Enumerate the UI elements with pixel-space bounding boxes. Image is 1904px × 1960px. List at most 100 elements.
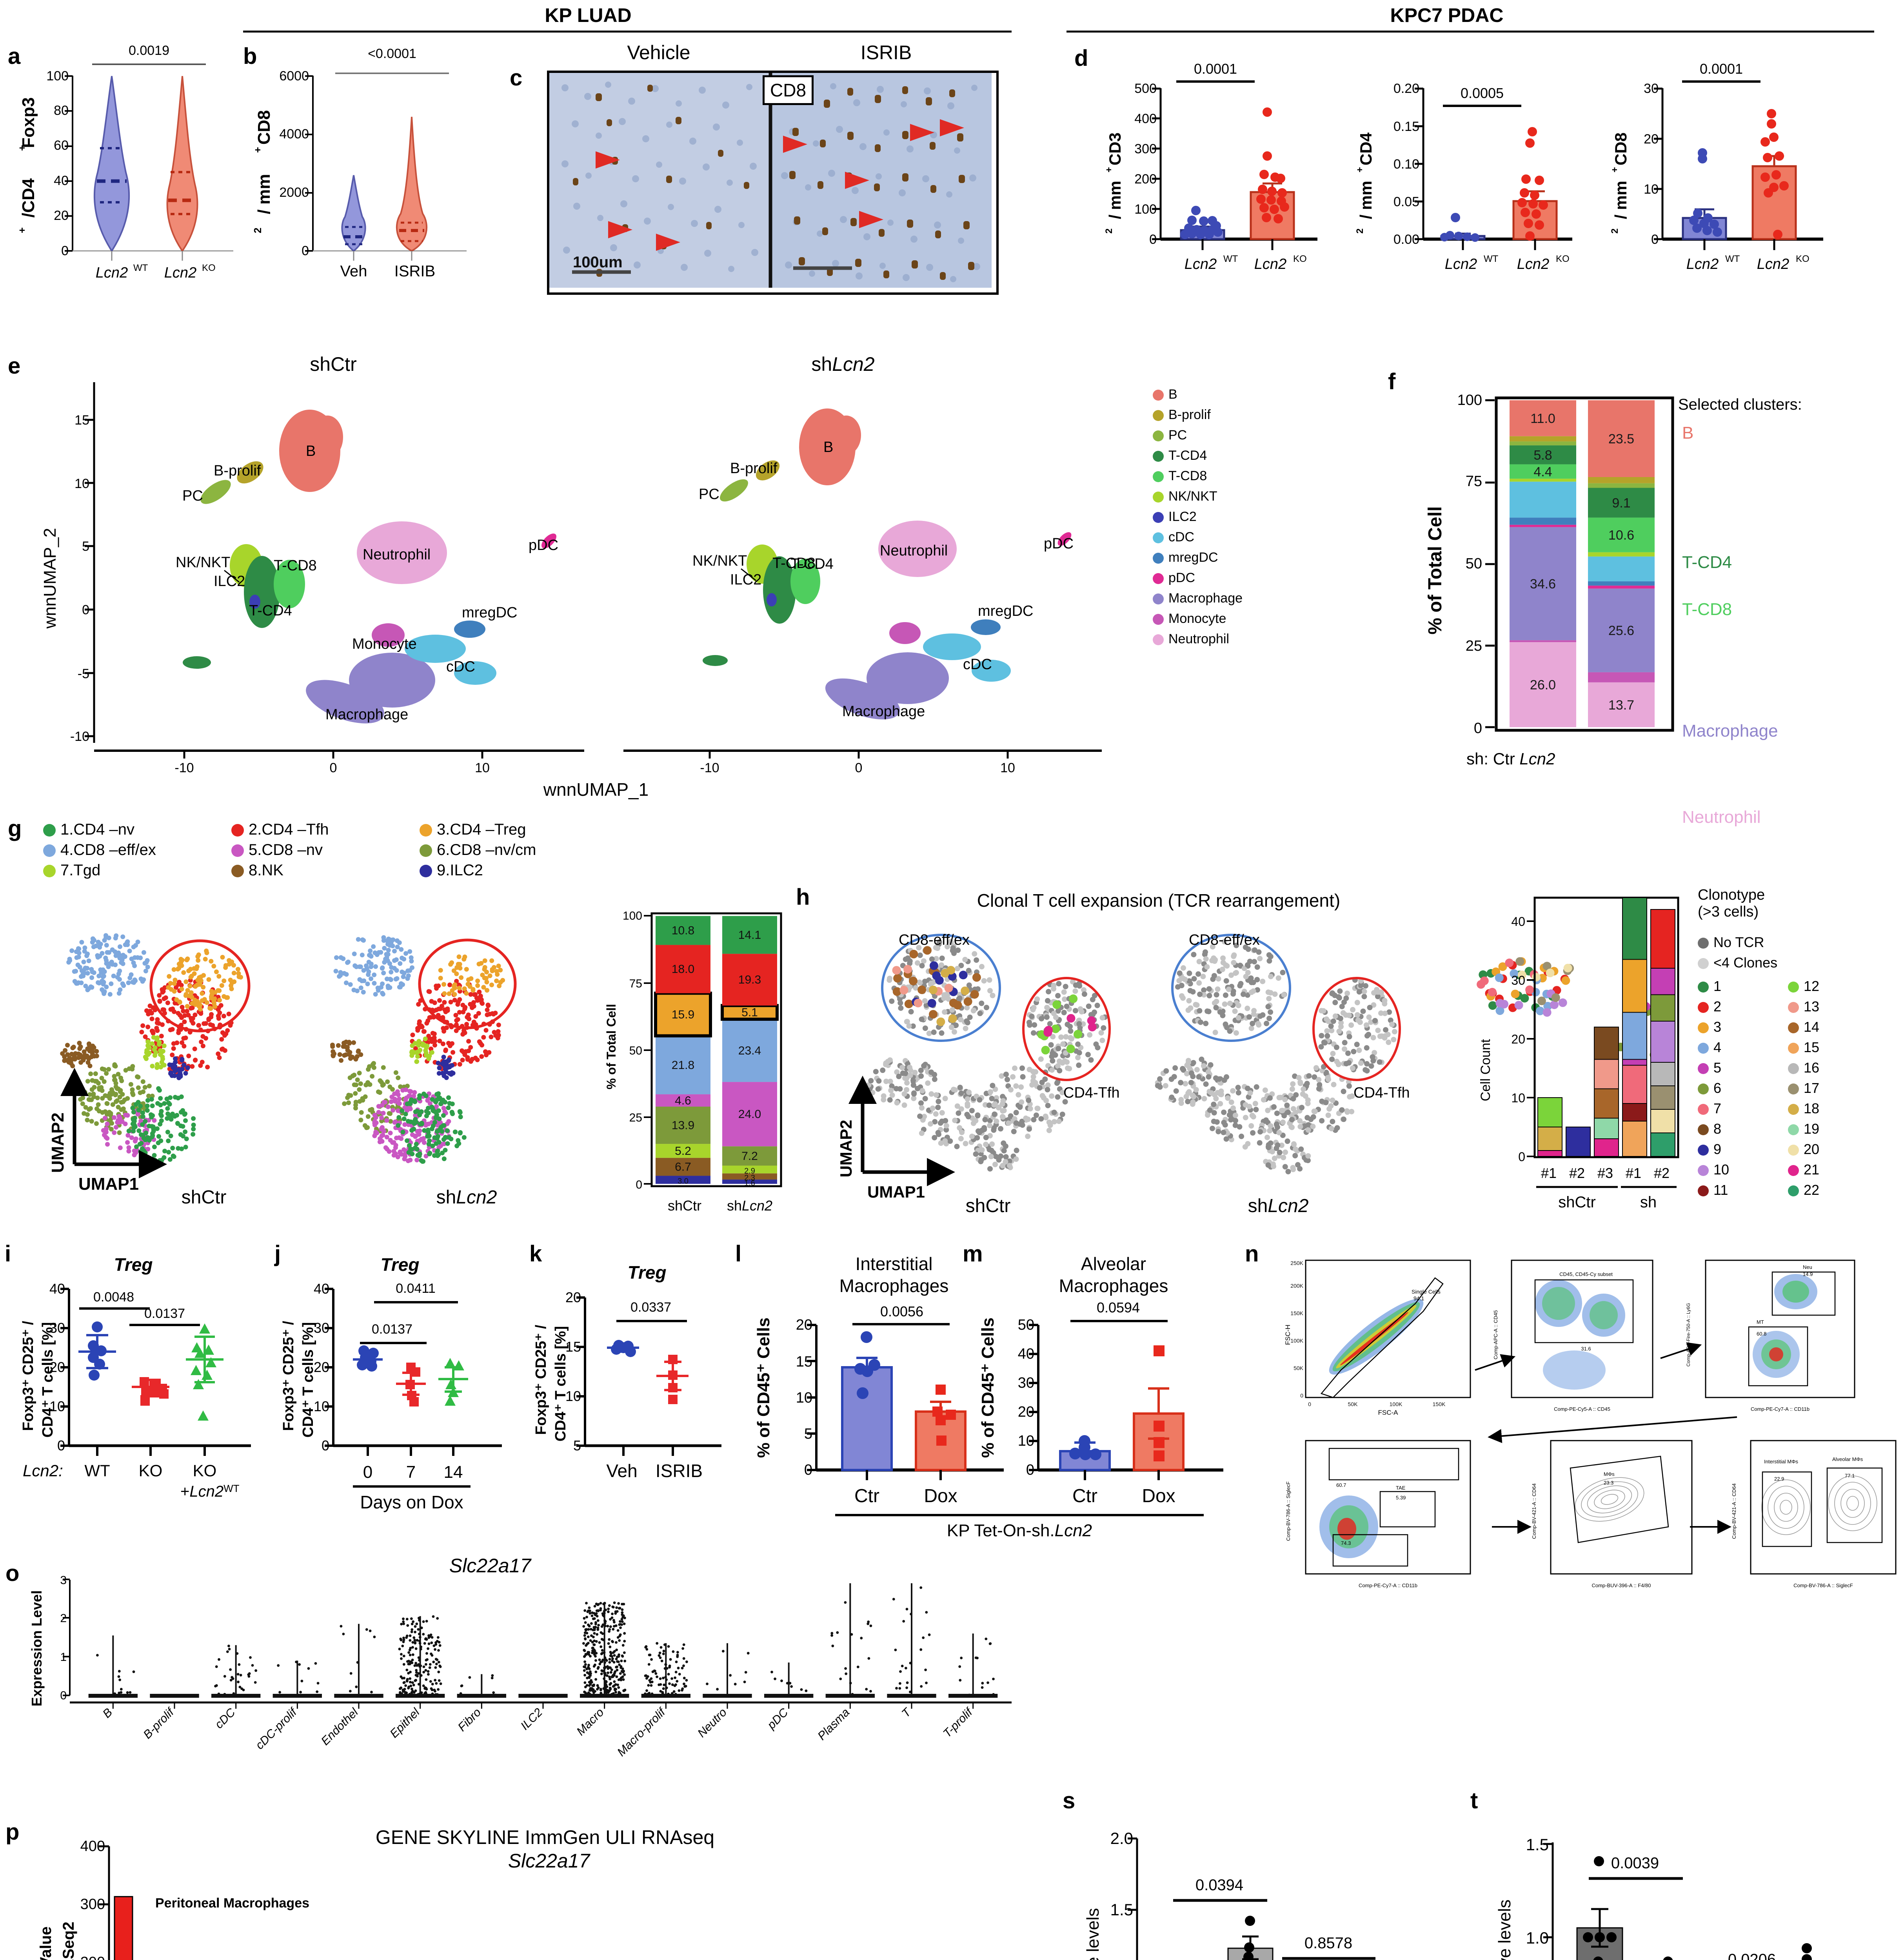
violin-point: [409, 1639, 412, 1642]
scatter-point: [437, 1065, 442, 1071]
legend-label: T-CD8: [1168, 468, 1207, 483]
scatter-point: [442, 1063, 447, 1069]
scatter-point: [1087, 1032, 1093, 1038]
scatter-point: [383, 956, 388, 962]
violin-point: [674, 1693, 677, 1696]
scatter-point: [1272, 1156, 1277, 1161]
stack-value: 7.2: [741, 1150, 758, 1163]
scatter-point: [1213, 1096, 1219, 1102]
scatter-point: [984, 1005, 989, 1011]
scatter-point: [114, 1125, 118, 1130]
violin-point: [623, 1651, 626, 1654]
scatter-point: [146, 1039, 151, 1044]
scatter-point: [1062, 1058, 1068, 1064]
violin-point: [654, 1672, 658, 1675]
scatter-point: [1332, 1000, 1338, 1005]
scatter-point: [946, 996, 952, 1002]
violin-point: [418, 1617, 420, 1620]
scatter-point: [1235, 1090, 1241, 1096]
stack-segment: [654, 991, 712, 1038]
scatter-point: [881, 1093, 887, 1099]
violin-point: [988, 1642, 992, 1645]
violin-point: [901, 1664, 904, 1668]
scatter-point: [911, 1090, 917, 1096]
violin-point: [427, 1647, 429, 1650]
stack-value: 4.6: [675, 1094, 691, 1107]
violin-point: [403, 1681, 406, 1684]
violin-point: [399, 1691, 402, 1694]
scatter-point: [141, 950, 146, 955]
legend-dot-icon: [420, 824, 432, 837]
scatter-point: [396, 1075, 401, 1080]
scatter-point: [1243, 1114, 1248, 1120]
scatter-point: [410, 1132, 415, 1137]
x-tick-label: Endothel: [319, 1706, 361, 1748]
scatter-point: [1324, 1028, 1330, 1034]
scatter-point: [969, 1133, 975, 1139]
violin-point: [790, 1685, 793, 1688]
legend-item-cdc: cDC: [1153, 527, 1243, 547]
scatter-point: [180, 958, 185, 963]
clone-point: [1536, 1006, 1544, 1015]
legend-dot-icon: [1788, 1083, 1799, 1095]
violin-base: [764, 1694, 814, 1698]
panel-letter-n: n: [1245, 1241, 1259, 1267]
clone-point: [1069, 994, 1078, 1003]
scatter-point: [60, 1051, 65, 1056]
scatter-point: [130, 1067, 135, 1072]
scatter-point: [1257, 1129, 1263, 1135]
scatter-point: [125, 1140, 130, 1145]
violin-point: [617, 1686, 620, 1689]
scatter-point: [119, 1100, 124, 1105]
h-legend-clone-16: 16: [1788, 1058, 1878, 1078]
violin-point: [650, 1693, 653, 1696]
panel-h-legend-title: Clonotype (>3 cells): [1698, 887, 1765, 920]
scatter-point: [76, 951, 82, 956]
violin-point: [648, 1679, 651, 1682]
scatter-point: [471, 1020, 476, 1025]
violin-base: [887, 1694, 936, 1698]
scatter-point: [978, 1157, 984, 1163]
scatter-point: [1208, 1090, 1214, 1096]
scatter-point: [1284, 1138, 1290, 1144]
violin-point: [603, 1677, 606, 1680]
violin-point: [278, 1691, 281, 1694]
violin-point: [425, 1687, 427, 1690]
violin-point: [120, 1691, 123, 1694]
scatter-point: [1334, 1044, 1339, 1050]
legend-item-neutrophil: Neutrophil: [1153, 629, 1243, 649]
stack-segment: [1510, 479, 1576, 482]
violin-point: [591, 1646, 594, 1650]
scatter-point: [409, 1128, 414, 1133]
violin-point: [598, 1693, 601, 1697]
legend-label: Macrophage: [1168, 591, 1243, 606]
scatter-point: [131, 980, 136, 985]
violin-point: [602, 1602, 605, 1606]
scatter-point: [1181, 965, 1186, 971]
violin-point: [583, 1660, 586, 1663]
scatter-point: [371, 1065, 376, 1070]
clone-point: [892, 966, 901, 975]
scatter-point: [458, 1130, 463, 1135]
stack-value: 5.1: [741, 1006, 758, 1019]
violin-point: [851, 1693, 854, 1696]
violin-point: [585, 1684, 589, 1687]
violin-point: [600, 1691, 603, 1695]
scatter-point: [100, 967, 105, 972]
scatter-point: [146, 1093, 151, 1098]
stack-segment: [1510, 445, 1576, 465]
svg-text:B: B: [306, 443, 316, 459]
violin-point: [425, 1638, 428, 1641]
scatter-point: [365, 982, 370, 986]
stack-segment: [722, 1082, 777, 1147]
violin-point: [600, 1672, 603, 1675]
scatter-point: [87, 1049, 92, 1053]
scatter-point: [452, 992, 457, 997]
scatter-point: [1006, 1120, 1011, 1126]
scatter-point: [159, 1109, 164, 1114]
svg-text:0.0001: 0.0001: [1700, 61, 1743, 77]
clone-stack-segment: [1537, 1127, 1562, 1151]
scatter-point: [994, 1118, 999, 1124]
scatter-point: [77, 965, 82, 970]
